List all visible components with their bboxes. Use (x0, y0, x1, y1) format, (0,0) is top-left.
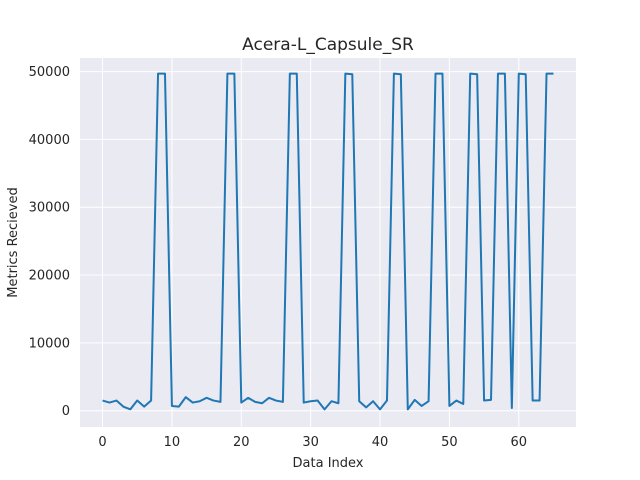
y-axis-label: Metrics Recieved (6, 187, 21, 297)
y-tick-label: 20000 (29, 269, 70, 284)
x-axis-label: Data Index (293, 456, 364, 471)
tick-labels: 0 10 20 30 40 50 60 0 10000 20000 30000 40000 50000 (29, 65, 527, 450)
x-tick-label: 0 (98, 435, 106, 450)
x-tick-label: 50 (441, 435, 458, 450)
y-tick-label: 40000 (29, 133, 70, 148)
x-tick-label: 20 (233, 435, 250, 450)
y-tick-label: 10000 (29, 336, 70, 351)
y-tick-label: 30000 (29, 201, 70, 216)
x-tick-label: 10 (164, 435, 181, 450)
x-tick-label: 60 (510, 435, 527, 450)
y-tick-label: 0 (62, 404, 70, 419)
chart-title: Acera-L_Capsule_SR (242, 35, 414, 55)
series-layer (102, 72, 554, 411)
plot-area (80, 58, 576, 427)
x-tick-label: 40 (372, 435, 389, 450)
y-tick-label: 50000 (29, 65, 70, 80)
series-line (102, 72, 554, 411)
x-tick-label: 30 (302, 435, 319, 450)
